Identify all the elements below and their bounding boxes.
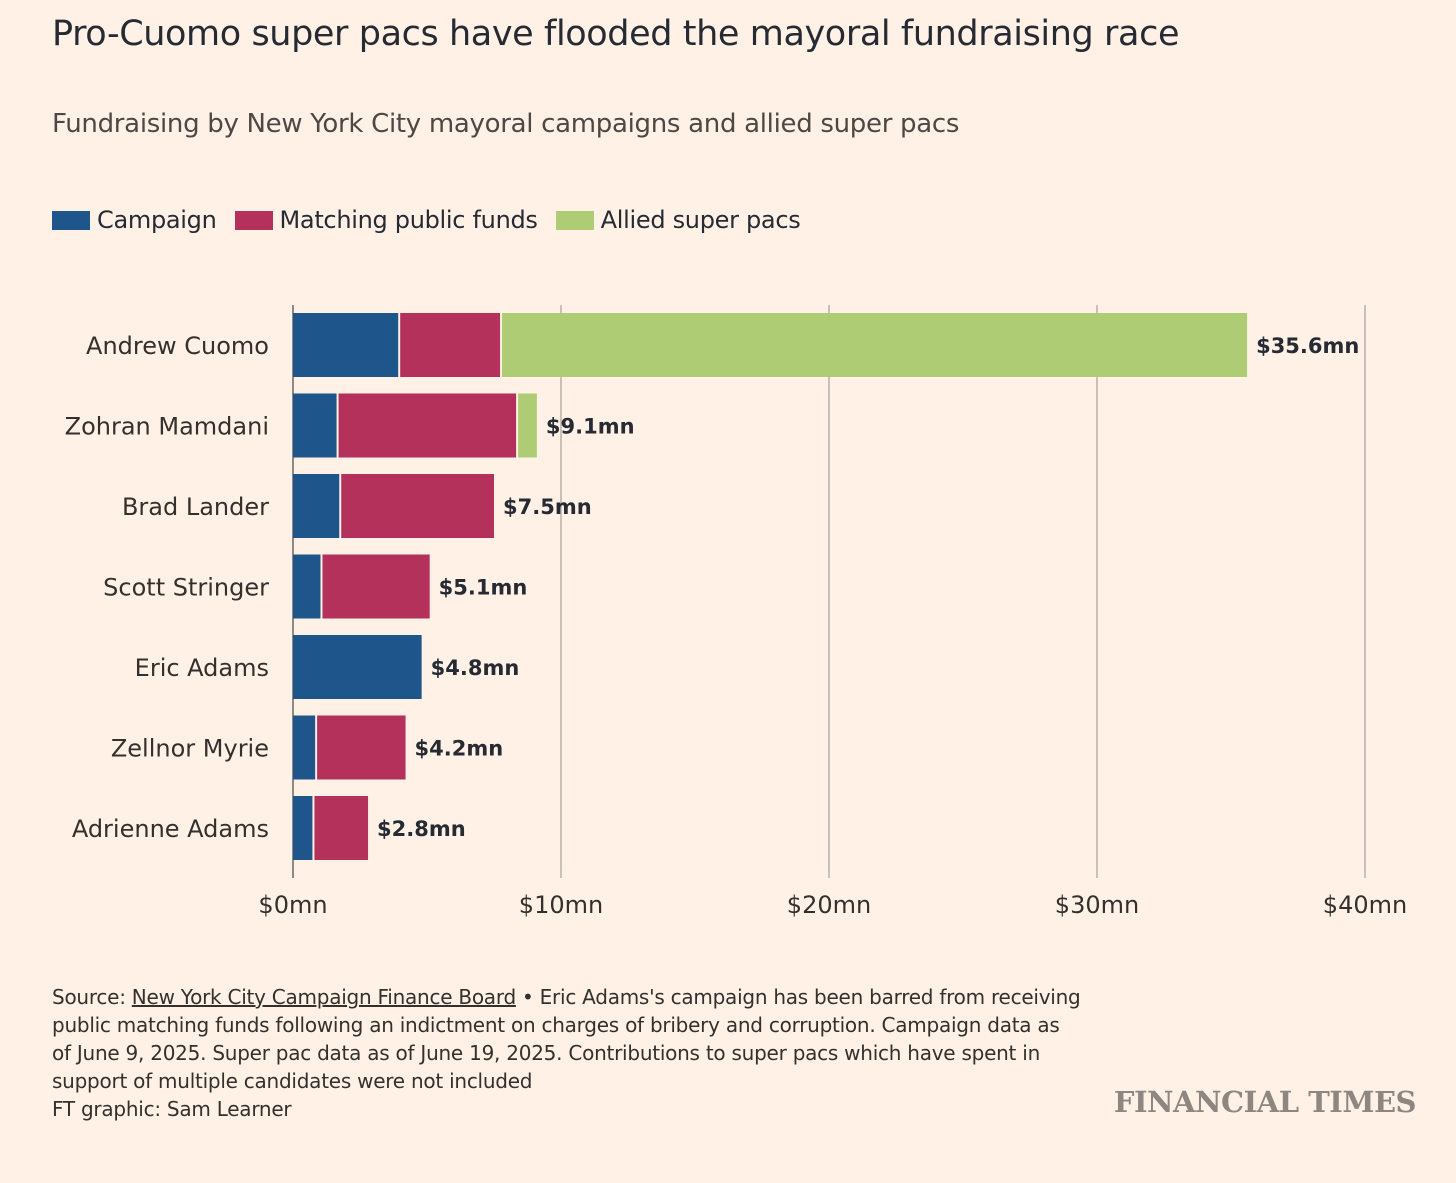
- bar-segment: [293, 474, 340, 538]
- legend-item-superpac: Allied super pacs: [555, 206, 801, 234]
- x-tick-label: $40mn: [1323, 891, 1407, 919]
- source-link[interactable]: New York City Campaign Finance Board: [131, 985, 516, 1009]
- category-label: Andrew Cuomo: [86, 332, 269, 360]
- bar-segment: [322, 554, 430, 619]
- category-label: Adrienne Adams: [72, 815, 269, 843]
- legend-label-matching: Matching public funds: [279, 206, 538, 234]
- category-label: Zohran Mamdani: [65, 413, 269, 441]
- legend-swatch-matching: [234, 210, 273, 230]
- graphic-credit: FT graphic: Sam Learner: [52, 1097, 292, 1121]
- bar-segment: [341, 474, 494, 538]
- legend-label-superpac: Allied super pacs: [600, 206, 801, 234]
- category-label: Brad Lander: [122, 493, 269, 521]
- bar-segment: [293, 393, 337, 458]
- bar-segment: [502, 313, 1248, 377]
- legend-item-matching: Matching public funds: [234, 206, 538, 234]
- legend-label-campaign: Campaign: [97, 206, 217, 234]
- category-label: Zellnor Myrie: [111, 735, 269, 763]
- x-tick-label: $20mn: [787, 891, 871, 919]
- bar-segment: [293, 554, 321, 619]
- bar-segment: [314, 796, 369, 860]
- bar-segment: [338, 393, 517, 458]
- total-value-label: $35.6mn: [1256, 334, 1359, 358]
- legend: Campaign Matching public funds Allied su…: [52, 204, 818, 236]
- legend-swatch-superpac: [555, 210, 594, 230]
- total-value-label: $9.1mn: [546, 415, 635, 439]
- x-tick-label: $0mn: [258, 891, 327, 919]
- footer-note: • Eric Adams's campaign has been barred …: [52, 985, 1081, 1093]
- source-prefix: Source:: [52, 985, 132, 1009]
- total-value-label: $5.1mn: [439, 576, 528, 600]
- bar-segment: [317, 715, 406, 780]
- total-value-label: $2.8mn: [377, 817, 466, 841]
- legend-item-campaign: Campaign: [52, 206, 217, 234]
- x-tick-label: $10mn: [519, 891, 603, 919]
- bar-chart: $0mn $10mn $20mn $30mn $40mn Andrew Cuomo $35.…: [65, 305, 1407, 919]
- category-label: Eric Adams: [135, 654, 269, 682]
- footer-notes: Source: New York City Campaign Finance B…: [52, 983, 1082, 1123]
- total-value-label: $4.2mn: [415, 737, 504, 761]
- bar-segment: [293, 635, 422, 699]
- financial-times-logo: FINANCIAL TIMES: [1113, 1085, 1417, 1119]
- legend-swatch-campaign: [52, 210, 90, 230]
- bar-segment: [400, 313, 501, 377]
- bar-segment: [293, 313, 399, 377]
- category-label: Scott Stringer: [103, 574, 269, 602]
- bar-segment: [293, 796, 313, 860]
- total-value-label: $7.5mn: [503, 495, 592, 519]
- bar-segment: [518, 393, 537, 458]
- chart-subtitle: Fundraising by New York City mayoral cam…: [52, 109, 960, 139]
- total-value-label: $4.8mn: [431, 656, 520, 680]
- chart-title: Pro-Cuomo super pacs have flooded the ma…: [52, 14, 1180, 54]
- x-tick-label: $30mn: [1055, 891, 1139, 919]
- bar-segment: [293, 715, 316, 780]
